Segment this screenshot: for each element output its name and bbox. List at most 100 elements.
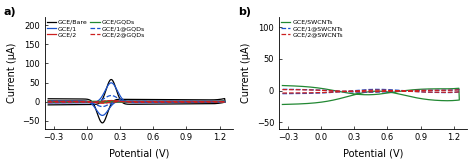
Line: GCE/Bare: GCE/Bare (48, 80, 225, 123)
Legend: GCE/Bare, GCE/1, GCE/2, GCE/GQDs, GCE/1@GQDs, GCE/2@GQDs: GCE/Bare, GCE/1, GCE/2, GCE/GQDs, GCE/1@… (46, 19, 146, 38)
GCE/SWCNTs (366, 91, 372, 93)
GCE/1@SWCNTs (452, 91, 458, 93)
GCE/Bare (133, 103, 138, 105)
GCE/2@GQDs (47, 101, 53, 103)
GCE/1@SWCNTs (280, 93, 285, 95)
GCE/1@SWCNTs (282, 93, 287, 95)
GCE/1@GQDs (100, 106, 105, 108)
GCE/2@GQDs (46, 100, 51, 102)
GCE/Bare (100, 122, 105, 124)
GCE/1@GQDs (107, 103, 112, 105)
GCE/2 (46, 102, 51, 104)
GCE/SWCNTs (280, 103, 285, 105)
X-axis label: Potential (V): Potential (V) (109, 148, 169, 158)
GCE/GQDs (46, 100, 51, 102)
Line: GCE/1@SWCNTs: GCE/1@SWCNTs (283, 89, 459, 94)
Line: GCE/2@SWCNTs: GCE/2@SWCNTs (283, 90, 459, 93)
GCE/GQDs (183, 100, 189, 102)
GCE/2 (133, 101, 138, 103)
GCE/1@SWCNTs (341, 91, 347, 93)
Text: b): b) (238, 7, 251, 17)
GCE/Bare (46, 98, 51, 100)
X-axis label: Potential (V): Potential (V) (343, 148, 403, 158)
GCE/2@SWCNTs (366, 89, 372, 91)
Y-axis label: Current (μA): Current (μA) (7, 43, 17, 103)
Y-axis label: Current (μA): Current (μA) (241, 43, 251, 103)
GCE/Bare (218, 102, 224, 104)
GCE/GQDs (222, 100, 228, 102)
GCE/2 (183, 100, 189, 102)
GCE/1@SWCNTs (418, 89, 423, 91)
GCE/1@GQDs (46, 102, 51, 104)
GCE/Bare (183, 99, 189, 101)
GCE/2 (218, 101, 224, 103)
GCE/GQDs (132, 101, 138, 103)
GCE/1 (218, 101, 224, 103)
GCE/1 (108, 82, 114, 84)
GCE/1 (46, 102, 51, 104)
Text: a): a) (3, 7, 16, 17)
GCE/Bare (107, 107, 112, 109)
GCE/SWCNTs (452, 99, 458, 101)
GCE/2 (108, 99, 114, 101)
GCE/1@GQDs (94, 104, 100, 106)
GCE/1@GQDs (46, 100, 51, 102)
GCE/1@GQDs (183, 100, 189, 102)
GCE/2@SWCNTs (280, 92, 285, 94)
Line: GCE/2@GQDs: GCE/2@GQDs (48, 101, 225, 103)
GCE/2@GQDs (94, 102, 100, 104)
GCE/1 (107, 107, 112, 109)
GCE/1 (100, 114, 105, 116)
GCE/Bare (94, 113, 100, 115)
GCE/2 (94, 102, 100, 104)
GCE/2@GQDs (133, 101, 138, 103)
Line: GCE/1@GQDs: GCE/1@GQDs (48, 96, 225, 107)
GCE/1@SWCNTs (280, 88, 285, 90)
GCE/1 (47, 102, 53, 104)
GCE/1 (133, 102, 138, 104)
GCE/2 (100, 102, 105, 104)
GCE/1 (94, 110, 100, 112)
Legend: GCE/SWCNTs, GCE/1@SWCNTs, GCE/2@SWCNTs: GCE/SWCNTs, GCE/1@SWCNTs, GCE/2@SWCNTs (280, 19, 344, 38)
GCE/2@SWCNTs (329, 90, 335, 92)
GCE/2@SWCNTs (282, 92, 287, 94)
GCE/SWCNTs (341, 91, 347, 93)
GCE/GQDs (47, 101, 53, 103)
GCE/2@GQDs (218, 101, 224, 103)
GCE/2@GQDs (100, 102, 105, 104)
GCE/GQDs (218, 101, 224, 103)
GCE/2 (107, 101, 112, 103)
GCE/2@SWCNTs (280, 89, 285, 91)
GCE/2@SWCNTs (341, 90, 347, 92)
Line: GCE/GQDs: GCE/GQDs (48, 101, 225, 102)
GCE/1 (46, 100, 51, 102)
GCE/1@SWCNTs (366, 89, 372, 91)
GCE/2@GQDs (183, 101, 189, 103)
GCE/Bare (46, 104, 51, 106)
GCE/2@GQDs (107, 101, 112, 103)
GCE/Bare (108, 79, 114, 81)
GCE/SWCNTs (329, 89, 335, 91)
GCE/GQDs (107, 100, 112, 102)
GCE/2@GQDs (46, 101, 51, 103)
GCE/2@GQDs (108, 100, 114, 102)
GCE/GQDs (46, 101, 51, 103)
GCE/2@SWCNTs (452, 91, 458, 93)
GCE/2 (46, 100, 51, 102)
Line: GCE/1: GCE/1 (48, 83, 225, 115)
GCE/SWCNTs (418, 88, 423, 90)
GCE/1 (183, 100, 189, 102)
GCE/1@GQDs (47, 102, 53, 104)
GCE/GQDs (95, 100, 100, 102)
GCE/SWCNTs (282, 103, 287, 105)
GCE/1@GQDs (218, 101, 224, 103)
Line: GCE/SWCNTs: GCE/SWCNTs (283, 85, 459, 104)
GCE/1@SWCNTs (329, 90, 335, 92)
Line: GCE/2: GCE/2 (48, 100, 225, 103)
GCE/2 (47, 102, 53, 104)
GCE/2@SWCNTs (418, 89, 423, 91)
GCE/1@GQDs (108, 95, 114, 97)
GCE/1@GQDs (133, 101, 138, 103)
GCE/SWCNTs (280, 84, 285, 86)
GCE/Bare (47, 104, 53, 106)
